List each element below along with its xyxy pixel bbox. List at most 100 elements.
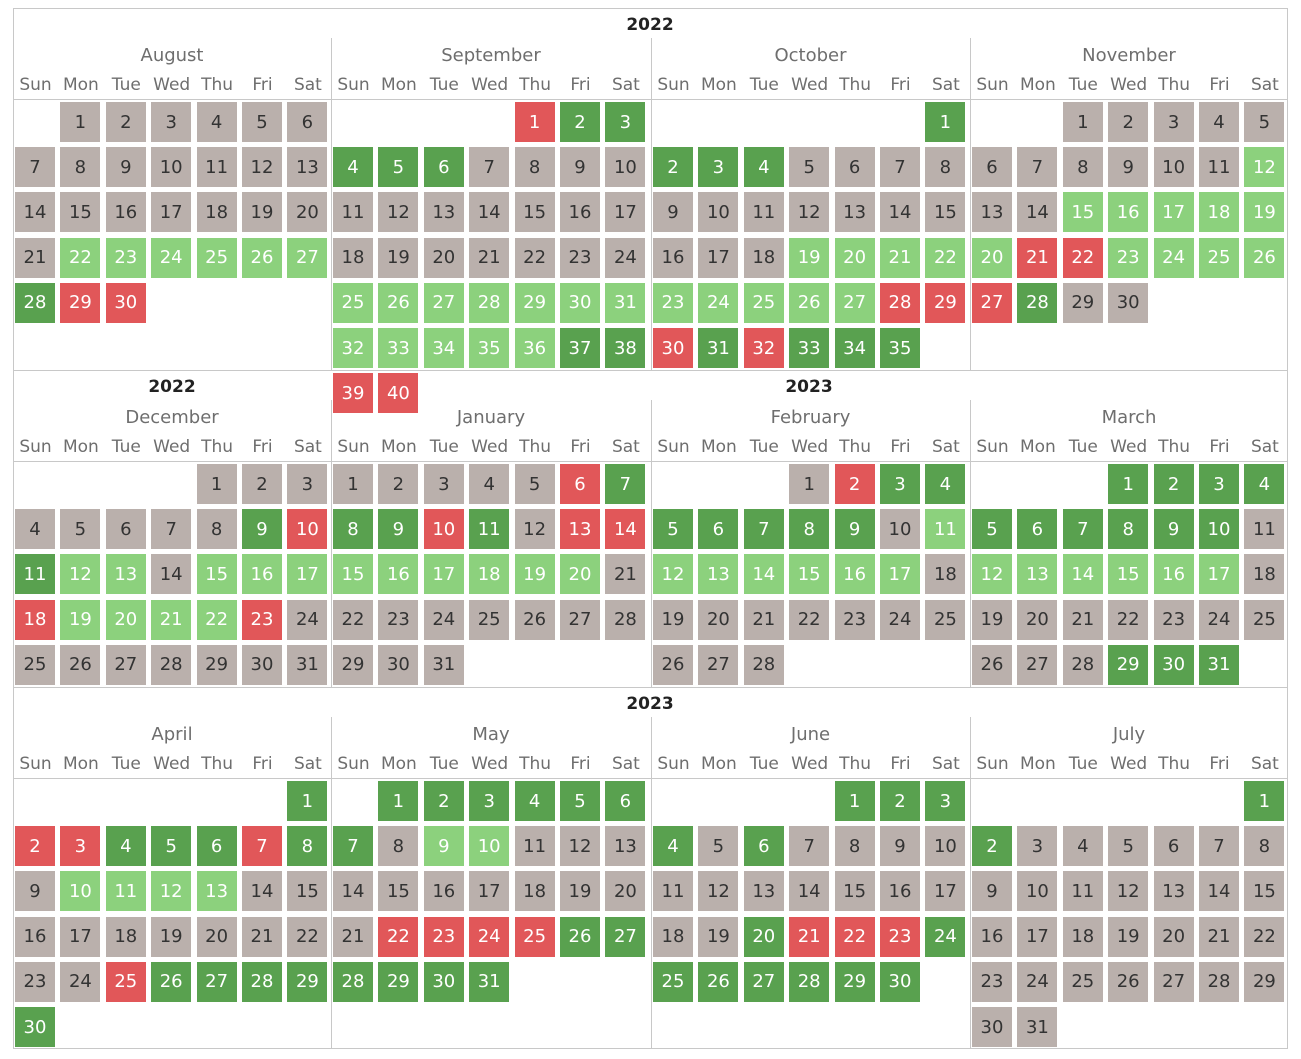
day-cell: 23 xyxy=(653,282,693,323)
day-cell: 20 xyxy=(834,237,875,278)
day-cell: 21 xyxy=(605,554,646,595)
day-cell: 10 xyxy=(880,509,920,550)
day-cell: 9 xyxy=(1153,509,1194,550)
day-cell: 6 xyxy=(196,826,237,867)
day-cell: 13 xyxy=(1153,871,1194,912)
day-cell: 18 xyxy=(196,192,237,233)
day-cell: 10 xyxy=(1017,871,1058,912)
day-cell: 28 xyxy=(333,961,373,1002)
weekday-label: Sat xyxy=(931,437,960,457)
weekday-label: Fri xyxy=(570,437,591,457)
day-cell: 22 xyxy=(378,916,419,957)
day-cell: 22 xyxy=(789,599,830,640)
weekday-label: Sun xyxy=(337,75,370,95)
day-cell: 10 xyxy=(469,826,510,867)
day-cell: 18 xyxy=(925,554,966,595)
day-cell: 12 xyxy=(789,192,830,233)
day-cell: 23 xyxy=(423,916,464,957)
day-cell: 25 xyxy=(743,282,784,323)
weekday-label: Mon xyxy=(1019,754,1056,774)
day-cell: 4 xyxy=(514,781,555,821)
header-separator xyxy=(13,461,1288,462)
day-cell: 18 xyxy=(333,237,373,278)
day-cell: 17 xyxy=(605,192,646,233)
day-cell: 1 xyxy=(789,464,830,504)
day-cell: 14 xyxy=(1017,192,1058,233)
day-cell: 35 xyxy=(469,328,510,368)
day-cell: 11 xyxy=(514,826,555,867)
day-cell: 5 xyxy=(789,147,830,188)
day-cell: 4 xyxy=(196,102,237,142)
day-cell: 21 xyxy=(880,237,920,278)
day-cell: 10 xyxy=(60,871,101,912)
day-cell: 1 xyxy=(1244,781,1285,821)
day-cell: 23 xyxy=(972,961,1012,1002)
day-cell: 21 xyxy=(151,599,192,640)
header-separator xyxy=(13,99,1288,100)
day-cell: 23 xyxy=(15,961,55,1002)
day-cell: 14 xyxy=(469,192,510,233)
day-cell: 15 xyxy=(1062,192,1103,233)
day-cell: 32 xyxy=(743,328,784,368)
day-cell: 12 xyxy=(151,871,192,912)
day-cell: 14 xyxy=(1199,871,1239,912)
day-cell: 14 xyxy=(15,192,55,233)
weekday-label: Tue xyxy=(111,754,141,774)
day-cell: 1 xyxy=(60,102,101,142)
day-cell: 7 xyxy=(789,826,830,867)
day-cell: 11 xyxy=(15,554,55,595)
day-cell: 15 xyxy=(196,554,237,595)
day-cell: 2 xyxy=(972,826,1012,867)
day-cell: 12 xyxy=(1244,147,1285,188)
day-cell: 3 xyxy=(469,781,510,821)
weekday-label: Sat xyxy=(611,437,640,457)
day-cell: 16 xyxy=(1153,554,1194,595)
day-cell: 29 xyxy=(925,282,966,323)
month-name: March xyxy=(1101,407,1157,428)
weekday-label: Sat xyxy=(293,754,322,774)
day-cell: 29 xyxy=(1108,644,1149,685)
day-cell: 16 xyxy=(1108,192,1149,233)
day-cell: 6 xyxy=(698,509,739,550)
day-cell: 25 xyxy=(1244,599,1285,640)
day-cell: 15 xyxy=(789,554,830,595)
day-cell: 23 xyxy=(378,599,419,640)
day-cell: 22 xyxy=(333,599,373,640)
day-cell: 4 xyxy=(1062,826,1103,867)
day-cell: 8 xyxy=(378,826,419,867)
day-cell: 24 xyxy=(605,237,646,278)
day-cell: 25 xyxy=(1062,961,1103,1002)
day-cell: 39 xyxy=(333,373,373,414)
day-cell: 19 xyxy=(653,599,693,640)
frame-line xyxy=(13,8,14,1048)
day-cell: 20 xyxy=(423,237,464,278)
day-cell: 19 xyxy=(514,554,555,595)
day-cell: 5 xyxy=(514,464,555,504)
day-cell: 2 xyxy=(378,464,419,504)
day-cell: 29 xyxy=(60,282,101,323)
day-cell: 33 xyxy=(378,328,419,368)
month-name: October xyxy=(774,45,847,66)
month-separator xyxy=(970,38,971,370)
day-cell: 26 xyxy=(560,916,600,957)
day-cell: 1 xyxy=(196,464,237,504)
weekday-label: Wed xyxy=(791,754,829,774)
day-cell: 2 xyxy=(1108,102,1149,142)
month-name: December xyxy=(125,407,219,428)
day-cell: 5 xyxy=(378,147,419,188)
weekday-label: Tue xyxy=(429,437,459,457)
month-separator xyxy=(331,400,332,687)
day-cell: 1 xyxy=(925,102,966,142)
day-cell: 8 xyxy=(287,826,328,867)
day-cell: 4 xyxy=(1199,102,1239,142)
day-cell: 4 xyxy=(1244,464,1285,504)
weekday-label: Fri xyxy=(1209,754,1230,774)
day-cell: 2 xyxy=(242,464,282,504)
day-cell: 28 xyxy=(605,599,646,640)
weekday-label: Sun xyxy=(19,75,52,95)
day-cell: 20 xyxy=(698,599,739,640)
month-name: January xyxy=(456,407,526,428)
day-cell: 16 xyxy=(105,192,146,233)
day-cell: 7 xyxy=(1017,147,1058,188)
day-cell: 14 xyxy=(333,871,373,912)
